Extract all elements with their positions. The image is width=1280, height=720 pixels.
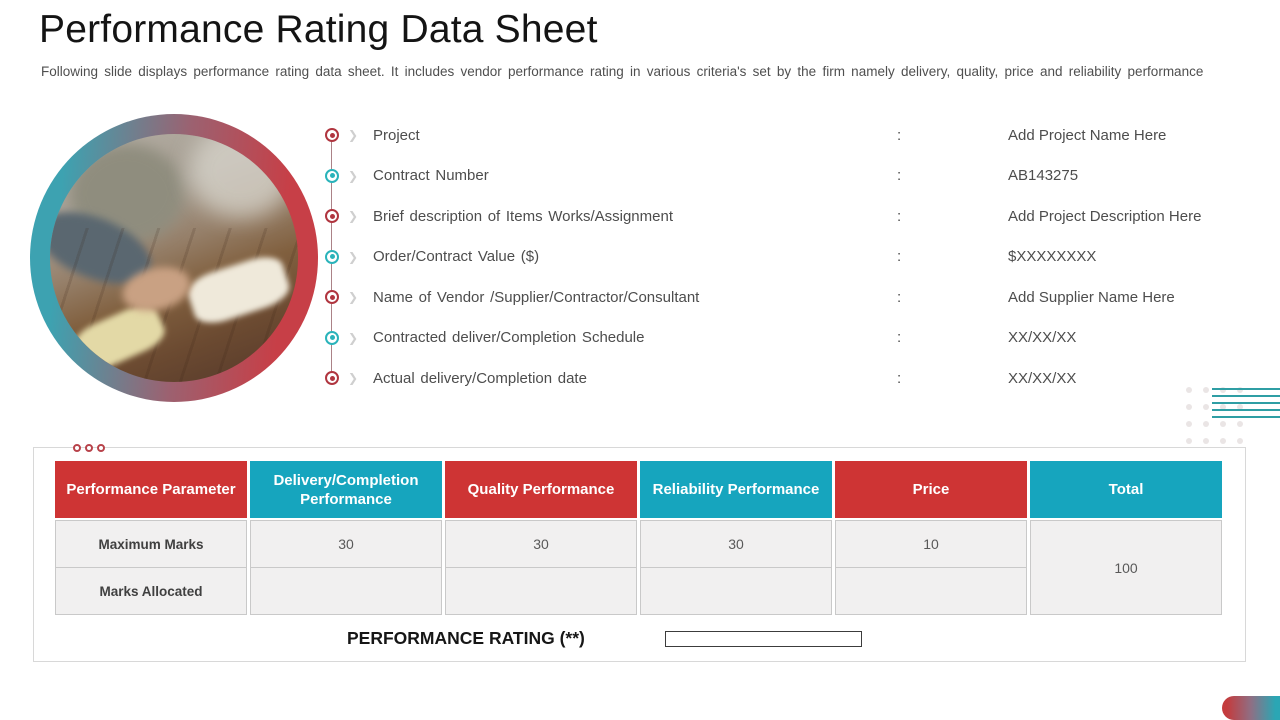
detail-label: Contracted deliver/Completion Schedule (373, 329, 645, 347)
target-bullet-icon (325, 168, 339, 183)
table-column-reliability: Reliability Performance 30 (640, 461, 832, 615)
column-header: Performance Parameter (55, 461, 247, 518)
table-column-total: Total 100 (1030, 461, 1222, 615)
detail-row-contract-number: ❯ Contract Number : AB143275 (318, 156, 1238, 197)
chevron-right-icon: ❯ (348, 249, 359, 264)
page-title: Performance Rating Data Sheet (39, 8, 598, 51)
target-bullet-icon (325, 128, 339, 143)
details-list: ❯ Project : Add Project Name Here ❯ Cont… (318, 115, 1238, 399)
target-bullet-icon (325, 249, 339, 264)
rating-input-box[interactable] (665, 631, 862, 647)
table-cell (835, 567, 1027, 615)
table-cell-total: 100 (1030, 520, 1222, 615)
table-column-quality: Quality Performance 30 (445, 461, 637, 615)
colon-separator: : (897, 288, 902, 306)
performance-table: Performance Parameter Maximum Marks Mark… (55, 461, 1222, 615)
table-cell (640, 567, 832, 615)
detail-label: Contract Number (373, 167, 489, 185)
target-bullet-icon (325, 330, 339, 345)
target-bullet-icon (325, 209, 339, 224)
table-cell: 30 (445, 520, 637, 568)
detail-value: Add Project Name Here (1008, 126, 1167, 144)
detail-label: Brief description of Items Works/Assignm… (373, 207, 673, 225)
table-cell (250, 567, 442, 615)
table-cell: 30 (640, 520, 832, 568)
colon-separator: : (897, 207, 902, 225)
detail-row-delivery-schedule: ❯ Contracted deliver/Completion Schedule… (318, 318, 1238, 359)
detail-row-vendor-name: ❯ Name of Vendor /Supplier/Contractor/Co… (318, 277, 1238, 318)
dot-grid-decoration (1186, 387, 1243, 444)
detail-value: XX/XX/XX (1008, 369, 1077, 387)
detail-row-description: ❯ Brief description of Items Works/Assig… (318, 196, 1238, 237)
chevron-right-icon: ❯ (348, 128, 359, 143)
detail-value: Add Supplier Name Here (1008, 288, 1175, 306)
target-bullet-icon (325, 371, 339, 386)
detail-value: $XXXXXXXX (1008, 248, 1097, 266)
colon-separator: : (897, 167, 902, 185)
column-header: Total (1030, 461, 1222, 518)
detail-label: Name of Vendor /Supplier/Contractor/Cons… (373, 288, 700, 306)
table-cell: 30 (250, 520, 442, 568)
chevron-right-icon: ❯ (348, 168, 359, 183)
table-column-parameter: Performance Parameter Maximum Marks Mark… (55, 461, 247, 615)
teal-lines-decoration (1212, 388, 1280, 423)
detail-value: Add Project Description Here (1008, 207, 1202, 225)
row-header-marks-allocated: Marks Allocated (55, 567, 247, 615)
column-header: Price (835, 461, 1027, 518)
slide-subtitle: Following slide displays performance rat… (41, 64, 1204, 79)
detail-value: AB143275 (1008, 167, 1079, 185)
table-cell: 10 (835, 520, 1027, 568)
table-column-price: Price 10 (835, 461, 1027, 615)
detail-label: Actual delivery/Completion date (373, 369, 587, 387)
column-header: Reliability Performance (640, 461, 832, 518)
performance-rating-label: PERFORMANCE RATING (**) (347, 628, 585, 648)
panel-dot-icon (73, 444, 81, 452)
panel-dot-icon (85, 444, 93, 452)
column-header: Delivery/Completion Performance (250, 461, 442, 518)
colon-separator: : (897, 369, 902, 387)
table-column-delivery: Delivery/Completion Performance 30 (250, 461, 442, 615)
row-header-maximum-marks: Maximum Marks (55, 520, 247, 568)
chevron-right-icon: ❯ (348, 371, 359, 386)
photo-blob (188, 134, 294, 219)
colon-separator: : (897, 329, 902, 347)
colon-separator: : (897, 126, 902, 144)
meeting-photo (50, 134, 298, 382)
chevron-right-icon: ❯ (348, 330, 359, 345)
table-cell (445, 567, 637, 615)
detail-label: Project (373, 126, 420, 144)
detail-row-delivery-date: ❯ Actual delivery/Completion date : XX/X… (318, 358, 1238, 399)
chevron-right-icon: ❯ (348, 290, 359, 305)
photo-gradient-ring (30, 114, 318, 402)
panel-dot-icon (97, 444, 105, 452)
detail-value: XX/XX/XX (1008, 329, 1077, 347)
colon-separator: : (897, 248, 902, 266)
target-bullet-icon (325, 290, 339, 305)
detail-label: Order/Contract Value ($) (373, 248, 540, 266)
chevron-right-icon: ❯ (348, 209, 359, 224)
column-header: Quality Performance (445, 461, 637, 518)
detail-row-project: ❯ Project : Add Project Name Here (318, 115, 1238, 156)
detail-row-contract-value: ❯ Order/Contract Value ($) : $XXXXXXXX (318, 237, 1238, 278)
corner-pill-decoration (1222, 696, 1280, 720)
